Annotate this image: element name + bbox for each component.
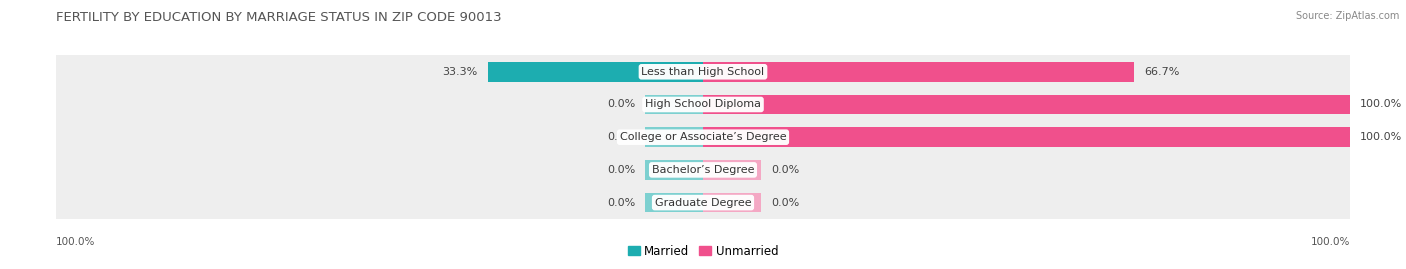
Bar [56, 88, 1350, 121]
Text: 100.0%: 100.0% [1360, 100, 1402, 109]
Text: 0.0%: 0.0% [607, 132, 636, 142]
Bar [703, 193, 761, 213]
Text: High School Diploma: High School Diploma [645, 100, 761, 109]
Bar [56, 154, 1350, 186]
Bar [56, 121, 1350, 154]
Text: Less than High School: Less than High School [641, 67, 765, 77]
Bar [645, 193, 703, 213]
Bar [703, 95, 1350, 114]
Text: Graduate Degree: Graduate Degree [655, 198, 751, 208]
Bar [56, 55, 1350, 88]
Text: 0.0%: 0.0% [770, 165, 799, 175]
Text: 100.0%: 100.0% [56, 237, 96, 247]
Bar [703, 62, 1135, 82]
Text: 0.0%: 0.0% [770, 198, 799, 208]
Text: Source: ZipAtlas.com: Source: ZipAtlas.com [1295, 11, 1399, 21]
Bar [703, 160, 761, 180]
Text: 100.0%: 100.0% [1310, 237, 1350, 247]
Text: 66.7%: 66.7% [1144, 67, 1180, 77]
Bar [645, 160, 703, 180]
Bar [488, 62, 703, 82]
Text: 100.0%: 100.0% [1360, 132, 1402, 142]
Text: FERTILITY BY EDUCATION BY MARRIAGE STATUS IN ZIP CODE 90013: FERTILITY BY EDUCATION BY MARRIAGE STATU… [56, 11, 502, 24]
Bar [645, 95, 703, 114]
Text: 33.3%: 33.3% [443, 67, 478, 77]
Text: Bachelor’s Degree: Bachelor’s Degree [652, 165, 754, 175]
Bar [56, 186, 1350, 219]
Legend: Married, Unmarried: Married, Unmarried [623, 240, 783, 262]
Text: 0.0%: 0.0% [607, 100, 636, 109]
Text: 0.0%: 0.0% [607, 165, 636, 175]
Text: College or Associate’s Degree: College or Associate’s Degree [620, 132, 786, 142]
Bar [645, 128, 703, 147]
Bar [703, 128, 1350, 147]
Text: 0.0%: 0.0% [607, 198, 636, 208]
